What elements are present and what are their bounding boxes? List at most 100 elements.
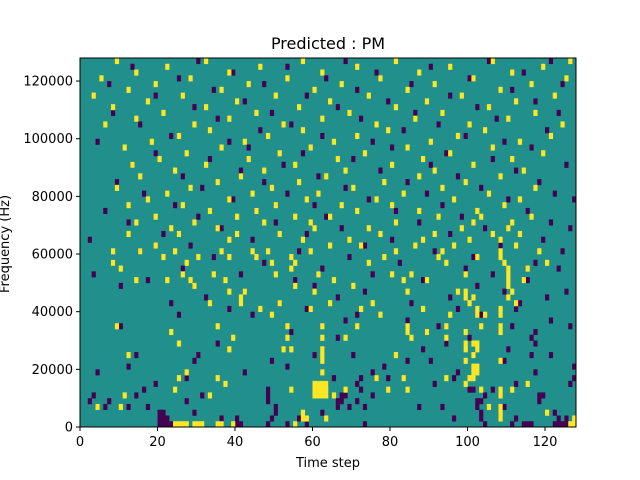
heatmap-cell-low	[335, 398, 340, 405]
heatmap-cell-low	[560, 81, 565, 88]
heatmap-cell-low	[95, 138, 100, 145]
heatmap-cell-high	[304, 196, 309, 203]
y-tick-label: 0	[65, 421, 73, 436]
heatmap-cell-high	[483, 127, 488, 134]
heatmap-cell-low	[490, 386, 495, 393]
heatmap-cell-high	[401, 375, 406, 382]
heatmap-cell-low	[552, 409, 557, 416]
heatmap-cell-high	[498, 86, 503, 93]
heatmap-cell-high	[335, 156, 340, 163]
heatmap-cell-high	[351, 282, 356, 289]
heatmap-cell-high	[417, 69, 422, 76]
heatmap-cell-high	[514, 98, 519, 105]
heatmap-cell-high	[401, 277, 406, 284]
heatmap-cell-low	[87, 236, 92, 243]
heatmap-cell-high	[510, 156, 515, 163]
heatmap-cell-high	[184, 421, 189, 428]
heatmap-cell-high	[293, 161, 298, 168]
heatmap-cell-high	[242, 288, 247, 295]
heatmap-cell-low	[378, 167, 383, 174]
heatmap-cell-low	[362, 242, 368, 249]
heatmap-cell-high	[331, 277, 337, 284]
heatmap-cell-low	[417, 403, 422, 411]
heatmap-cell-high	[347, 236, 352, 243]
heatmap-cell-high	[560, 121, 565, 128]
heatmap-cell-low	[169, 300, 174, 307]
heatmap-cell-high	[432, 230, 437, 238]
heatmap-cell-high	[405, 144, 410, 151]
heatmap-cell-low	[134, 352, 139, 359]
heatmap-cell-low	[374, 69, 379, 76]
heatmap-cell-high	[506, 294, 511, 301]
heatmap-cell-high	[552, 92, 557, 99]
heatmap-cell-low	[184, 398, 189, 405]
heatmap-cell-high	[211, 271, 216, 278]
heatmap-cell-low	[370, 271, 375, 278]
heatmap-cell-low	[351, 352, 356, 359]
heatmap-cell-high	[316, 392, 321, 399]
heatmap-cell-low	[273, 403, 278, 411]
heatmap-cell-low	[304, 230, 309, 238]
heatmap-cell-high	[196, 254, 201, 261]
heatmap-cell-high	[479, 213, 484, 220]
heatmap-cell-low	[227, 305, 232, 312]
heatmap-cell-high	[238, 294, 244, 301]
heatmap-cell-high	[421, 236, 426, 243]
heatmap-cell-high	[331, 138, 337, 145]
heatmap-cell-low	[242, 369, 247, 376]
heatmap-cell-high	[308, 144, 313, 151]
heatmap-cell-high	[204, 161, 209, 168]
heatmap-cell-high	[463, 380, 468, 387]
heatmap-cell-high	[444, 259, 449, 266]
heatmap-cell-low	[452, 375, 457, 382]
heatmap-cell-high	[161, 254, 166, 261]
heatmap-cell-low	[126, 219, 131, 226]
heatmap-cell-high	[180, 271, 185, 278]
heatmap-cell-low	[355, 398, 360, 405]
heatmap-cell-high	[486, 403, 492, 411]
heatmap-cell-low	[560, 421, 565, 428]
heatmap-cell-high	[266, 132, 271, 140]
heatmap-cell-high	[223, 277, 228, 284]
heatmap-cell-high	[176, 230, 182, 238]
heatmap-cell-high	[312, 380, 317, 387]
x-tick-label: 80	[382, 435, 399, 450]
x-tick-label: 40	[227, 435, 244, 450]
heatmap-cell-high	[173, 386, 178, 393]
heatmap-cell-high	[390, 271, 395, 278]
heatmap-cell-low	[467, 386, 472, 393]
heatmap-cell-low	[401, 127, 406, 134]
heatmap-cell-high	[366, 259, 371, 266]
heatmap-cell-high	[506, 277, 511, 284]
heatmap-cell-high	[378, 230, 383, 238]
heatmap-cell-high	[424, 328, 430, 336]
heatmap-cell-low	[514, 380, 519, 387]
heatmap-cell-high	[297, 179, 302, 186]
heatmap-cell-low	[262, 81, 267, 88]
heatmap-cell-low	[552, 190, 557, 197]
heatmap-cell-low	[545, 127, 550, 134]
heatmap-cell-high	[176, 340, 182, 347]
heatmap-cell-high	[188, 184, 193, 191]
y-tick-label: 80000	[32, 190, 73, 205]
heatmap-cell-low	[479, 415, 484, 422]
heatmap-cell-high	[207, 207, 213, 214]
heatmap-cell-high	[169, 225, 174, 232]
heatmap-cell-low	[541, 392, 546, 399]
heatmap-cell-low	[370, 369, 375, 376]
heatmap-cell-high	[324, 392, 329, 399]
heatmap-cell-high	[122, 392, 127, 399]
heatmap-cell-low	[153, 150, 158, 157]
heatmap-cell-high	[506, 265, 511, 272]
heatmap-cell-high	[359, 305, 364, 312]
heatmap-cell-high	[467, 375, 472, 382]
heatmap-cell-high	[355, 63, 360, 70]
heatmap-cell-low	[103, 207, 108, 214]
heatmap-cell-high	[448, 150, 453, 157]
heatmap-cell-high	[262, 219, 267, 226]
heatmap-cell-high	[525, 380, 530, 387]
heatmap-cell-low	[91, 392, 96, 399]
heatmap-cell-high	[192, 219, 197, 226]
heatmap-cell-low	[192, 104, 197, 111]
heatmap-cell-low	[556, 421, 561, 428]
